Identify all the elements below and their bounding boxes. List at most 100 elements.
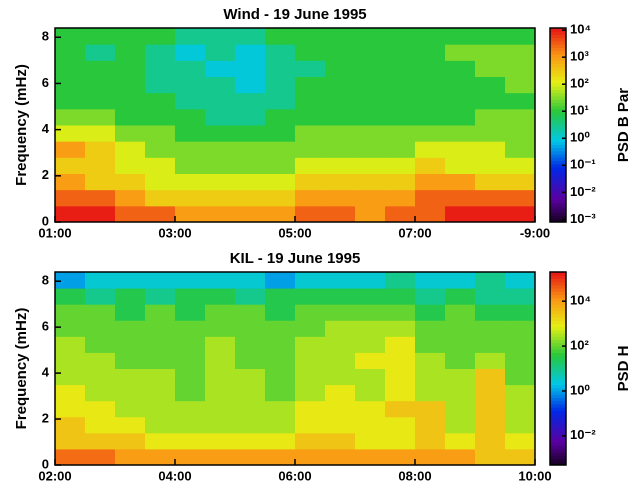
heat-cell	[505, 352, 536, 369]
heat-cell	[85, 141, 116, 158]
heat-cell	[325, 352, 356, 369]
heat-cell	[475, 432, 506, 450]
heat-cell	[505, 432, 536, 450]
heat-cell	[355, 304, 386, 321]
heat-cell	[295, 92, 326, 110]
heat-cell	[205, 272, 236, 289]
heat-cell	[205, 416, 236, 434]
heat-cell	[505, 205, 536, 223]
heat-cell	[145, 320, 176, 337]
heat-cell	[175, 60, 206, 77]
heat-cell	[175, 157, 206, 174]
heat-cell	[235, 320, 266, 337]
heat-cell	[235, 76, 266, 94]
heat-cell	[445, 400, 476, 418]
heat-cell	[145, 288, 176, 305]
heat-cell	[145, 189, 176, 207]
heat-cell	[475, 189, 506, 207]
heat-cell	[235, 272, 266, 289]
heat-cell	[115, 157, 146, 174]
colorbar-swatch	[550, 167, 566, 171]
heat-cell	[505, 189, 536, 207]
heat-cell	[445, 352, 476, 369]
heat-cell	[265, 400, 296, 418]
colorbar-swatch	[550, 47, 566, 52]
x-tick-label: 10:00	[518, 468, 551, 483]
heat-cell	[475, 368, 506, 386]
heat-cell	[355, 189, 386, 207]
heat-cell	[235, 304, 266, 321]
heat-cell	[205, 92, 236, 110]
heat-cell	[145, 76, 176, 94]
heat-cell	[235, 189, 266, 207]
heat-cell	[85, 189, 116, 207]
heat-cell	[145, 304, 176, 321]
colorbar-swatch	[550, 79, 566, 84]
colorbar-swatch	[550, 121, 566, 126]
colorbar-swatch	[550, 170, 566, 174]
colorbar-swatch	[550, 144, 566, 149]
heat-cell	[265, 173, 296, 191]
colorbar-swatch	[550, 400, 566, 405]
colorbar-tick-label: 10⁻²	[570, 427, 596, 442]
heat-cell	[115, 205, 146, 223]
heat-cell	[355, 352, 386, 369]
heat-cell	[265, 448, 296, 466]
colorbar-swatch	[550, 320, 566, 324]
heat-cell	[205, 368, 236, 386]
heat-cell	[85, 368, 116, 386]
heat-cell	[505, 76, 536, 94]
heat-cell	[295, 400, 326, 418]
colorbar-swatch	[550, 445, 566, 450]
colorbar-swatch	[550, 310, 566, 315]
colorbar-swatch	[550, 205, 566, 210]
x-tick-label: 01:00	[38, 225, 71, 240]
colorbar-swatch	[550, 92, 566, 97]
heat-cell	[265, 432, 296, 450]
heat-cell	[505, 448, 536, 466]
heat-cell	[115, 125, 146, 142]
heat-cell	[145, 141, 176, 158]
heat-cell	[415, 157, 446, 174]
colorbar-tick-label: 10⁴	[570, 293, 591, 308]
heat-cell	[85, 320, 116, 337]
heat-cell	[265, 336, 296, 353]
colorbar-swatch	[550, 115, 566, 120]
heat-cell	[355, 205, 386, 223]
colorbar-swatch	[550, 355, 566, 360]
heat-cell	[235, 448, 266, 466]
heat-cell	[415, 448, 446, 466]
heat-cell	[265, 205, 296, 223]
heat-cell	[55, 272, 86, 289]
heat-cell	[505, 141, 536, 158]
colorbar-swatch	[550, 436, 566, 440]
heat-cell	[205, 205, 236, 223]
heat-cell	[415, 400, 446, 418]
heat-cell	[145, 205, 176, 223]
colorbar-swatch	[550, 157, 566, 162]
heat-cell	[115, 384, 146, 402]
colorbar-swatch	[550, 432, 566, 437]
heat-cell	[385, 108, 416, 126]
heat-cell	[445, 125, 476, 142]
heat-cell	[385, 44, 416, 61]
heat-cell	[445, 76, 476, 94]
colorbar-swatch	[550, 368, 566, 373]
heat-cell	[235, 108, 266, 126]
x-tick-label: 03:00	[158, 225, 191, 240]
heat-cell	[415, 141, 446, 158]
heat-cell	[385, 157, 416, 174]
colorbar-tick-label: 10⁴	[570, 22, 591, 37]
colorbar-swatch	[550, 196, 566, 200]
colorbar-frame	[549, 27, 567, 223]
heat-cell	[355, 141, 386, 158]
heat-cell	[385, 173, 416, 191]
heat-cell	[505, 157, 536, 174]
heat-cell	[505, 368, 536, 386]
heat-cell	[295, 288, 326, 305]
heat-cell	[145, 272, 176, 289]
heat-cell	[415, 368, 446, 386]
heat-cell	[265, 288, 296, 305]
heat-cell	[205, 28, 236, 45]
colorbar-swatch	[550, 82, 566, 87]
